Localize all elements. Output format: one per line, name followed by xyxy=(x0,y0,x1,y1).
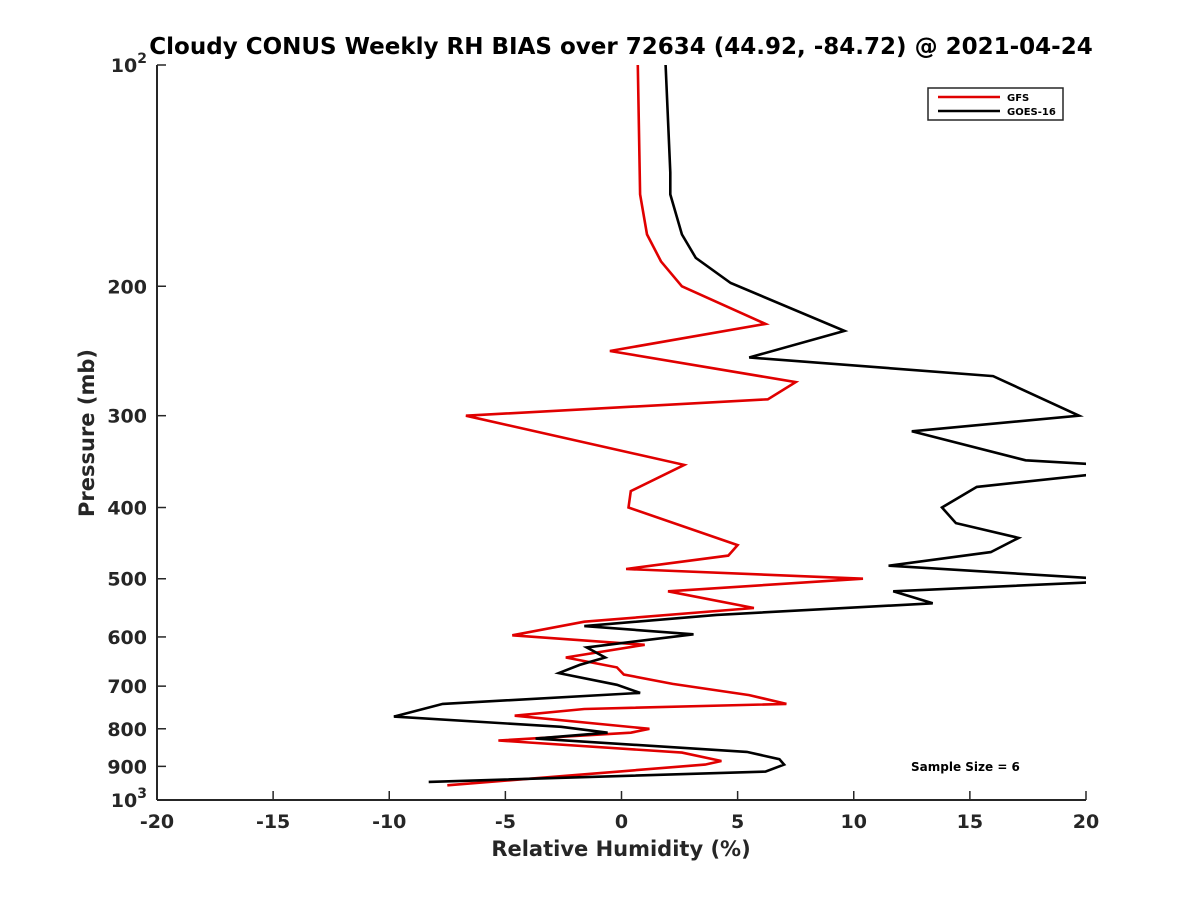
y-axis-label: Pressure (mb) xyxy=(75,349,99,517)
x-tick-label: 0 xyxy=(615,811,628,833)
x-axis-label: Relative Humidity (%) xyxy=(491,837,750,861)
y-tick-label: 700 xyxy=(107,676,147,698)
x-tick-label: 10 xyxy=(841,811,867,833)
x-tick-label: -5 xyxy=(495,811,516,833)
y-ticks: 102 200 300 400 500 600 700 800 900 103 xyxy=(107,51,166,812)
legend-label-goes16: GOES-16 xyxy=(1007,107,1056,118)
x-tick-label: -15 xyxy=(256,811,290,833)
series-line-goes16 xyxy=(393,65,1086,784)
y-tick-label: 300 xyxy=(107,406,147,428)
y-tick-label: 400 xyxy=(107,498,147,520)
y-tick-label: 500 xyxy=(107,569,147,591)
y-tick-label: 800 xyxy=(107,719,147,741)
x-tick-label: -20 xyxy=(140,811,174,833)
axes xyxy=(156,65,1086,801)
y-tick-label: 600 xyxy=(107,627,147,649)
sample-size-annotation: Sample Size = 6 xyxy=(911,760,1020,774)
legend-label-gfs: GFS xyxy=(1007,93,1029,104)
x-ticks: -20 -15 -10 -5 0 5 10 15 20 xyxy=(140,791,1099,833)
x-tick-label: 20 xyxy=(1073,811,1099,833)
series-layer xyxy=(393,65,1086,787)
x-tick-label: 5 xyxy=(731,811,744,833)
y-tick-label: 200 xyxy=(107,276,147,298)
legend-box xyxy=(927,87,1064,121)
series-line-gfs xyxy=(447,65,864,787)
y-tick-label: 103 xyxy=(111,786,147,812)
y-tick-label: 900 xyxy=(107,756,147,778)
y-tick-label: 102 xyxy=(111,51,147,77)
x-tick-label: 15 xyxy=(957,811,983,833)
legend: GFS GOES-16 xyxy=(927,87,1064,121)
chart-title: Cloudy CONUS Weekly RH BIAS over 72634 (… xyxy=(149,34,1092,60)
x-tick-label: -10 xyxy=(372,811,406,833)
